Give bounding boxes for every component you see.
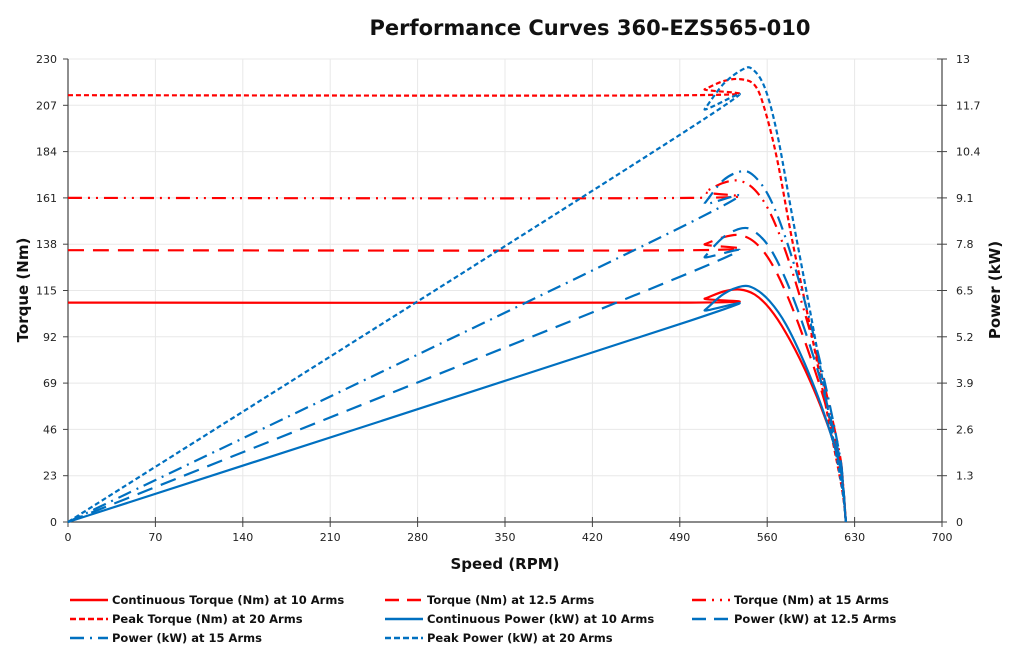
legend-item: Continuous Torque (Nm) at 10 Arms — [70, 593, 344, 607]
x-axis-label: Speed (RPM) — [450, 555, 559, 573]
y-tick-label: 69 — [43, 377, 57, 390]
series-line-continuous-torque-nm-at-10-arms — [67, 288, 847, 523]
legend-item: Power (kW) at 12.5 Arms — [692, 612, 896, 626]
legend-label: Peak Power (kW) at 20 Arms — [427, 631, 613, 645]
y-tick-label: 184 — [36, 146, 57, 159]
legend-label: Continuous Power (kW) at 10 Arms — [427, 612, 654, 626]
series-line-power-kw-at-15-arms — [67, 169, 847, 523]
gridlines — [68, 58, 943, 522]
y-tick-label: 115 — [36, 285, 57, 298]
series-line-continuous-power-kw-at-10-arms — [67, 284, 847, 524]
x-tick-label: 140 — [232, 531, 253, 544]
legend: Continuous Torque (Nm) at 10 Arms Torque … — [70, 593, 896, 645]
y2-tick-label: 13 — [956, 53, 970, 66]
y2-tick-label: 2.6 — [956, 423, 974, 436]
chart-title: Performance Curves 360-EZS565-010 — [369, 16, 810, 40]
series-line-peak-power-kw-at-20-arms — [67, 66, 847, 523]
x-tick-label: 420 — [582, 531, 603, 544]
legend-label: Power (kW) at 15 Arms — [112, 631, 262, 645]
y-tick-label: 230 — [36, 53, 57, 66]
legend-label: Continuous Torque (Nm) at 10 Arms — [112, 593, 344, 607]
y2-tick-label: 11.7 — [956, 99, 981, 112]
y2-tick-label: 9.1 — [956, 192, 974, 205]
x-tick-label: 70 — [148, 531, 162, 544]
series-line-power-kw-at-12-5-arms — [67, 226, 847, 524]
x-tick-label: 350 — [495, 531, 516, 544]
y2-tick-label: 1.3 — [956, 470, 974, 483]
legend-item: Torque (Nm) at 15 Arms — [692, 593, 889, 607]
y2-tick-label: 10.4 — [956, 146, 981, 159]
x-tick-label: 700 — [932, 531, 953, 544]
series-line-peak-torque-nm-at-20-arms — [67, 77, 847, 523]
axes: 0 70 140 210 280 350 420 490 560 630 7000234669921… — [36, 53, 981, 544]
y-tick-label: 46 — [43, 423, 57, 436]
x-tick-label: 630 — [844, 531, 865, 544]
y2-tick-label: 5.2 — [956, 331, 974, 344]
legend-label: Torque (Nm) at 15 Arms — [734, 593, 889, 607]
legend-label: Torque (Nm) at 12.5 Arms — [427, 593, 594, 607]
series-line-torque-nm-at-15-arms — [67, 179, 847, 523]
legend-item: Continuous Power (kW) at 10 Arms — [385, 612, 654, 626]
x-tick-label: 490 — [669, 531, 690, 544]
legend-item: Peak Power (kW) at 20 Arms — [385, 631, 613, 645]
y-tick-label: 138 — [36, 238, 57, 251]
legend-label: Power (kW) at 12.5 Arms — [734, 612, 896, 626]
y2-tick-label: 7.8 — [956, 238, 974, 251]
y-tick-label: 0 — [50, 516, 57, 529]
y-tick-label: 161 — [36, 192, 57, 205]
series-group — [67, 66, 847, 524]
legend-item: Torque (Nm) at 12.5 Arms — [385, 593, 594, 607]
legend-item: Power (kW) at 15 Arms — [70, 631, 262, 645]
legend-label: Peak Torque (Nm) at 20 Arms — [112, 612, 303, 626]
x-tick-label: 210 — [320, 531, 341, 544]
y-tick-label: 92 — [43, 331, 57, 344]
y2-tick-label: 0 — [956, 516, 963, 529]
legend-item: Peak Torque (Nm) at 20 Arms — [70, 612, 303, 626]
y-axis-label: Torque (Nm) — [14, 238, 32, 343]
series-line-torque-nm-at-12-5-arms — [67, 233, 847, 523]
x-tick-label: 0 — [65, 531, 72, 544]
y-tick-label: 23 — [43, 470, 57, 483]
y2-tick-label: 3.9 — [956, 377, 974, 390]
y2-tick-label: 6.5 — [956, 285, 974, 298]
x-tick-label: 560 — [757, 531, 778, 544]
y2-axis-label: Power (kW) — [986, 241, 1004, 339]
x-tick-label: 280 — [407, 531, 428, 544]
y-tick-label: 207 — [36, 99, 57, 112]
